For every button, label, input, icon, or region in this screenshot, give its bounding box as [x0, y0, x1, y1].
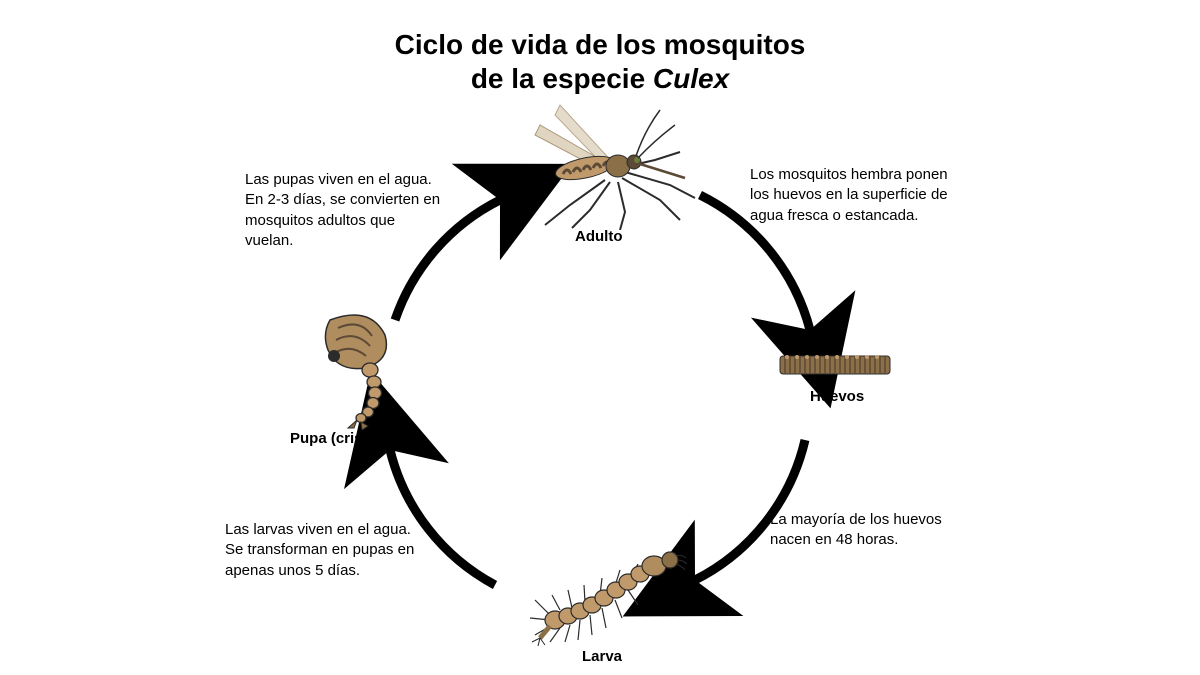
- adult-mosquito-icon: [510, 90, 700, 230]
- eggs-icon: [775, 348, 895, 383]
- larva-icon: [510, 540, 690, 650]
- pupa-label: Pupa (crisálida): [290, 430, 402, 447]
- diagram-title: Ciclo de vida de los mosquitos de la esp…: [0, 28, 1200, 95]
- larva-label: Larva: [582, 648, 622, 665]
- desc-eggs-to-larva: La mayoría de los huevos nacen en 48 hor…: [770, 510, 970, 551]
- pupa-icon: [300, 300, 410, 430]
- lifecycle-diagram: Adulto: [0, 100, 1200, 675]
- eggs-label: Huevos: [810, 388, 864, 405]
- title-line2-prefix: de la especie: [471, 63, 653, 94]
- desc-adult-to-eggs: Los mosquitos hembra ponen los huevos en…: [750, 165, 950, 226]
- title-line1: Ciclo de vida de los mosquitos: [395, 29, 806, 60]
- desc-larva-to-pupa: Las larvas viven en el agua. Se transfor…: [225, 520, 425, 581]
- desc-pupa-to-adult: Las pupas viven en el agua. En 2-3 días,…: [245, 170, 445, 251]
- adult-label: Adulto: [575, 228, 622, 245]
- title-line2-italic: Culex: [653, 63, 729, 94]
